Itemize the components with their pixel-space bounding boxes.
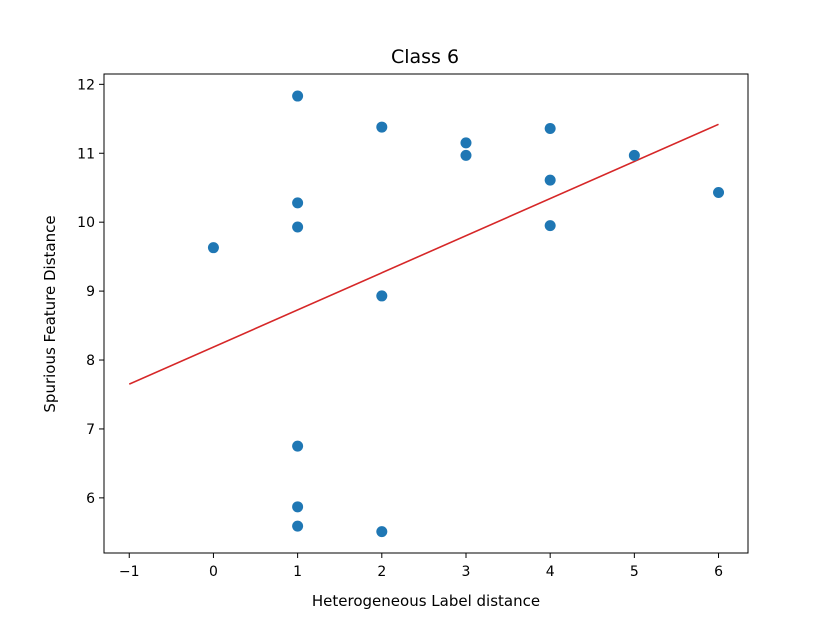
scatter-point <box>292 221 304 233</box>
y-axis-ticks: 6 7 8 9 10 11 12 <box>77 77 104 507</box>
plot-area-frame <box>103 73 749 554</box>
y-tick-label: 8 <box>86 353 95 369</box>
x-tick-label: 1 <box>293 564 302 580</box>
scatter-point <box>544 174 556 186</box>
scatter-point <box>628 149 640 161</box>
scatter-point <box>544 122 556 134</box>
y-tick-label: 11 <box>77 146 95 162</box>
x-tick-label: 0 <box>209 564 218 580</box>
x-tick-label: 4 <box>546 564 555 580</box>
scatter-point <box>376 121 388 133</box>
x-tick-label: 2 <box>377 564 386 580</box>
y-tick-label: 12 <box>77 77 95 93</box>
scatter-point <box>292 197 304 209</box>
x-tick-label: 3 <box>462 564 471 580</box>
x-tick-label: −1 <box>119 564 140 580</box>
scatter-point <box>460 137 472 149</box>
scatter-point <box>376 290 388 302</box>
scatter-point <box>713 187 725 199</box>
y-axis-label: Spurious Feature Distance <box>41 215 59 412</box>
scatter-point <box>292 501 304 513</box>
y-tick-label: 7 <box>86 422 95 438</box>
scatter-point <box>376 526 388 538</box>
x-tick-label: 6 <box>714 564 723 580</box>
scatter-point <box>207 242 219 254</box>
scatter-point <box>292 440 304 452</box>
scatter-point <box>292 90 304 102</box>
y-tick-label: 6 <box>86 491 95 507</box>
scatter-point <box>544 220 556 232</box>
x-axis-ticks: −1 0 1 2 3 4 5 6 <box>119 553 723 580</box>
fit-line-layer <box>128 123 719 385</box>
regression-line <box>128 123 719 385</box>
y-tick-label: 9 <box>86 284 95 300</box>
scatter-point <box>292 520 304 532</box>
scatter-point <box>460 149 472 161</box>
scatter-points-layer <box>207 90 725 538</box>
x-tick-label: 5 <box>630 564 639 580</box>
chart-title: Class 6 <box>391 46 459 68</box>
y-tick-label: 10 <box>77 215 95 231</box>
x-axis-label: Heterogeneous Label distance <box>312 592 540 610</box>
